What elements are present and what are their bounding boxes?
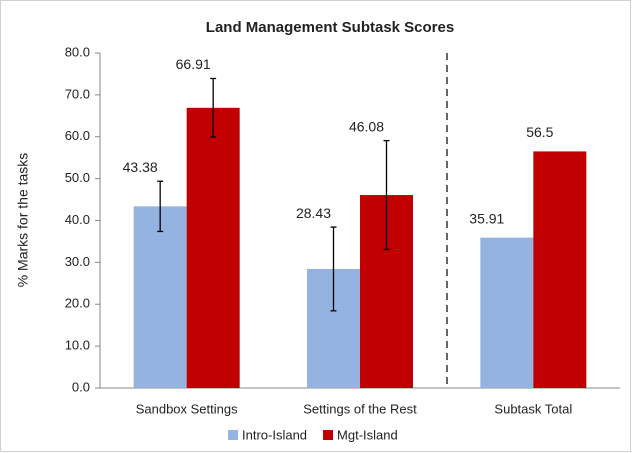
error-bar — [210, 77, 217, 138]
y-tick-label: 30.0 — [65, 254, 90, 269]
error-bar — [157, 180, 164, 233]
error-bar — [383, 139, 390, 251]
y-tick-label: 60.0 — [65, 128, 90, 143]
y-tick-label: 20.0 — [65, 296, 90, 311]
bar — [186, 107, 240, 388]
x-tick-label: Sandbox Settings — [136, 401, 238, 416]
bar — [133, 206, 187, 388]
value-label: 46.08 — [349, 118, 384, 134]
chart-title: Land Management Subtask Scores — [206, 19, 454, 36]
value-label: 35.91 — [469, 210, 504, 226]
y-tick-label: 50.0 — [65, 170, 90, 185]
legend-swatch — [323, 430, 334, 440]
legend-label: Intro-Island — [242, 427, 307, 442]
bar — [480, 237, 534, 388]
bar — [533, 151, 587, 388]
legend-label: Mgt-Island — [337, 427, 398, 442]
y-tick-label: 10.0 — [65, 338, 90, 353]
value-label: 56.5 — [526, 124, 553, 140]
y-tick-label: 40.0 — [65, 212, 90, 227]
x-tick-label: Subtask Total — [494, 401, 572, 416]
value-label: 66.91 — [176, 56, 211, 72]
value-label: 28.43 — [296, 205, 331, 221]
y-tick-label: 0.0 — [72, 379, 90, 394]
y-axis-label: % Marks for the tasks — [15, 153, 31, 288]
y-tick-label: 70.0 — [65, 86, 90, 101]
value-label: 43.38 — [123, 159, 158, 175]
x-tick-label: Settings of the Rest — [303, 401, 417, 416]
legend-swatch — [228, 430, 238, 440]
y-tick-label: 80.0 — [65, 44, 90, 59]
error-bar — [330, 226, 337, 312]
